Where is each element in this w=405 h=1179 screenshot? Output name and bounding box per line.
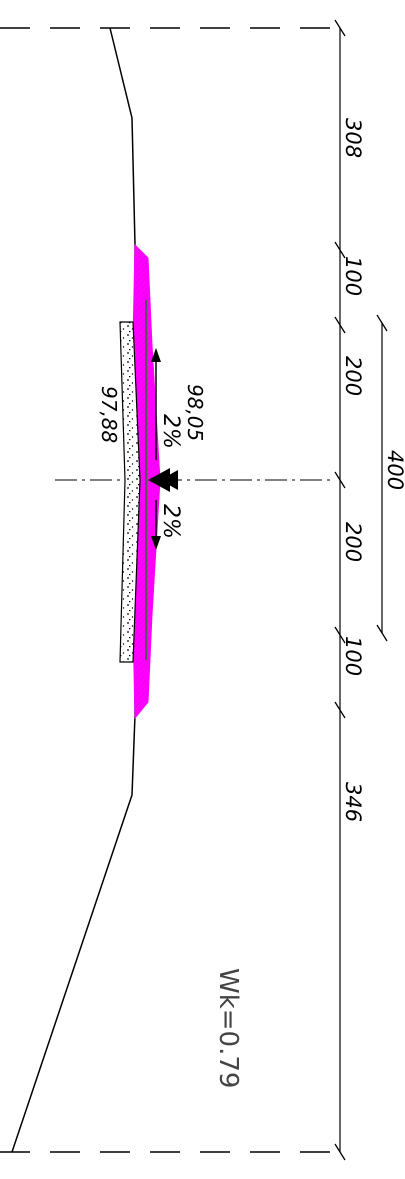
wk-label: Wk=0.79 xyxy=(213,968,243,1088)
center-arrow-marker xyxy=(148,468,170,492)
slope-lower-label: 2% xyxy=(158,504,183,539)
dim-overall: 400 xyxy=(383,450,405,490)
terrain-profile-line xyxy=(11,27,136,1153)
slope-arrowhead-lower xyxy=(151,536,161,550)
slope-arrowhead-upper xyxy=(151,348,161,362)
elevation-top-label: 98,05 xyxy=(183,384,207,441)
dim-right-side: 346 xyxy=(341,782,365,822)
dim-shoulder-top: 100 xyxy=(341,256,365,296)
concrete-slab xyxy=(119,321,141,663)
dimension-ticks xyxy=(334,19,346,1161)
dim-lane-top: 200 xyxy=(341,356,365,396)
dim-lane-bottom: 200 xyxy=(341,522,365,562)
dim-left-side: 308 xyxy=(341,118,365,158)
dim-shoulder-bottom: 100 xyxy=(341,636,365,676)
slope-upper-label: 2% xyxy=(158,414,183,449)
center-arrow-marker-2 xyxy=(160,470,178,490)
overall-dimension-ticks xyxy=(376,314,388,642)
elevation-bottom-label: 97,88 xyxy=(97,386,121,443)
